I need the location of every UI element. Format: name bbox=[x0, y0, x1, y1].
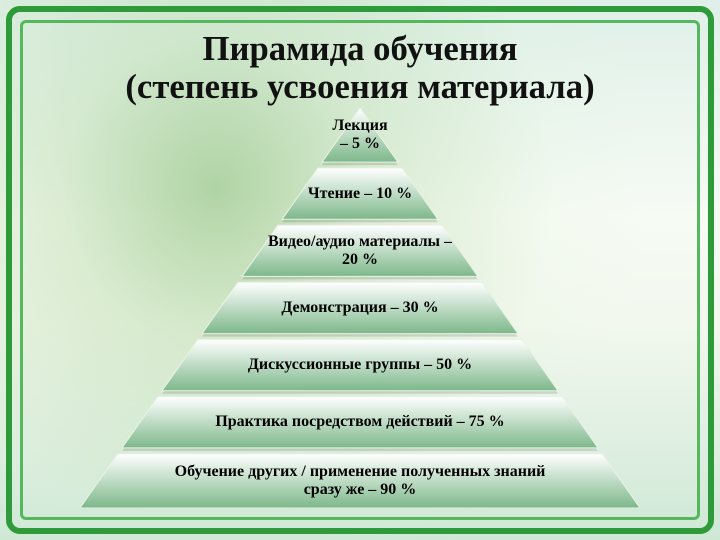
pyramid-label-5: Практика посредством действий – 75 % bbox=[80, 413, 640, 431]
slide: Пирамида обучения (степень усвоения мате… bbox=[0, 0, 720, 540]
title-line-1: Пирамида обучения bbox=[203, 30, 518, 68]
pyramid-label-0: Лекция– 5 % bbox=[80, 117, 640, 154]
page-title: Пирамида обучения (степень усвоения мате… bbox=[0, 30, 720, 106]
title-line-2: (степень усвоения материала) bbox=[125, 68, 594, 106]
pyramid-label-3: Демонстрация – 30 % bbox=[80, 299, 640, 317]
learning-pyramid: Лекция– 5 % Чтение – 10 % Видео/аудио мате… bbox=[80, 108, 640, 508]
pyramid-label-4: Дискуссионные группы – 50 % bbox=[80, 356, 640, 374]
pyramid-label-6: Обучение других / применение полученных … bbox=[80, 463, 640, 500]
pyramid-label-2: Видео/аудио материалы –20 % bbox=[80, 233, 640, 270]
pyramid-label-1: Чтение – 10 % bbox=[80, 185, 640, 203]
